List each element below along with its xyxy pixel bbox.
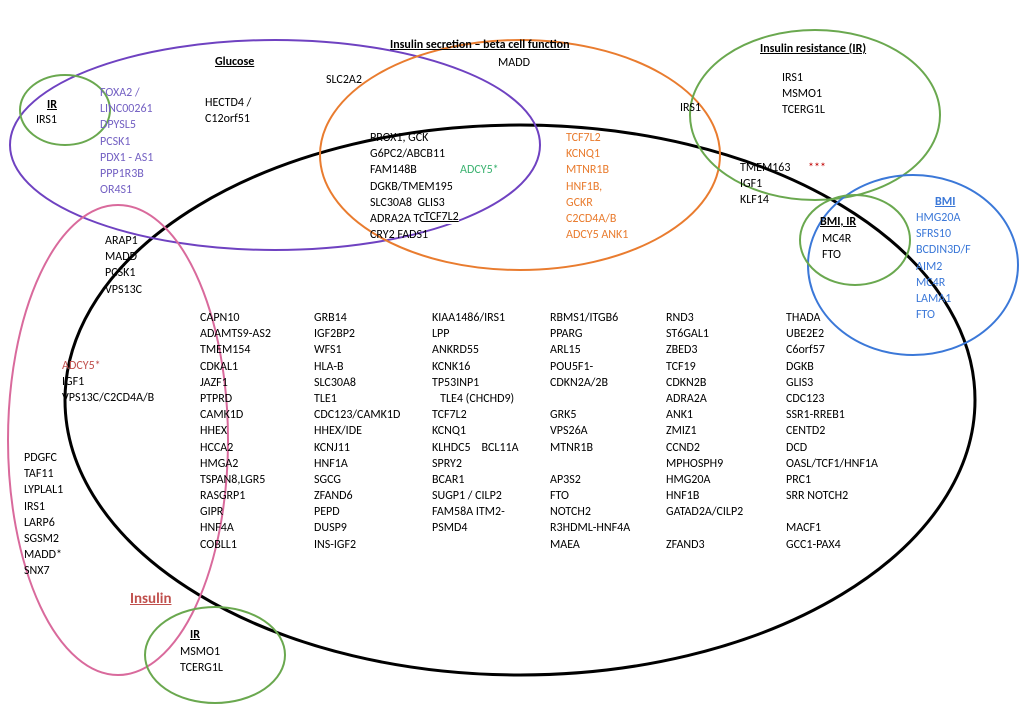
gene-block-grid-col1: CAPN10 ADAMTS9-AS2 TMEM154 CDKAL1 JAZF1 … <box>200 310 271 553</box>
title-glucose: Glucose <box>215 55 254 69</box>
gene-block-beta-inner-orange: TCF7L2 KCNQ1 MTNR1B HNF1B, GCKR C2CD4A/B… <box>566 130 628 243</box>
gene-block-ir-bl-genes: MSMO1 TCERG1L <box>180 644 223 676</box>
gene-block-left-adcy5-pink: ADCY5* <box>62 358 101 374</box>
underline-tcf7l2: TCF7L2 <box>424 210 459 224</box>
gene-block-grid-col3: KIAA1486/IRS1 LPP ANKRD55 KCNK16 TP53INP… <box>432 310 519 537</box>
gene-block-beta-adcy5-green: ADCY5* <box>460 162 499 178</box>
title-beta: Insulin secretion – beta cell function <box>390 38 570 52</box>
title-insulin: Insulin <box>130 590 172 608</box>
gene-block-left-igf-block: IGF1 VPS13C/C2CD4A/B <box>62 374 154 406</box>
gene-block-ir-top-irs1-left: IRS1 <box>680 100 701 116</box>
ellipse-ir-small-green-tl <box>20 75 110 145</box>
gene-block-grid-col4: RBMS1/ITGB6 PPARG ARL15 POU5F1- CDKN2A/2… <box>550 310 630 553</box>
gene-block-ir-tl-genes: IRS1 <box>36 112 57 128</box>
gene-block-ir-top-genes: IRS1 MSMO1 TCERG1L <box>782 70 825 119</box>
ellipse-bmi-ir-green <box>800 195 910 285</box>
gene-block-bmi-ir-genes: MC4R FTO <box>822 231 851 263</box>
ellipse-glucose-purple <box>10 40 540 250</box>
gene-block-left-insulin-col: PDGFC TAF11 LYPLAL1 IRS1 LARP6 SGSM2 MAD… <box>24 450 63 580</box>
gene-block-tmem-stars: *** <box>808 160 826 176</box>
gene-block-grid-col2: GRB14 IGF2BP2 WFS1 HLA-B SLC30A8 TLE1 CD… <box>314 310 400 553</box>
title-ir-top: Insulin resistance (IR) <box>760 42 866 56</box>
gene-block-left-arap-block: ARAP1 MADD PCSK1 VPS13C <box>105 233 142 298</box>
gene-block-glucose-black-left: HECTD4 / C12orf51 <box>205 95 251 127</box>
title-bmi: BMI <box>935 195 955 209</box>
gene-block-bmi-blue-genes: HMG20A SFRS10 BCDIN3D/F AIM2 MC4R LAMA1 … <box>916 210 971 323</box>
gene-block-glucose-slc2a2: SLC2A2 <box>326 72 362 88</box>
gene-block-beta-title-madd: MADD <box>498 55 530 71</box>
gene-block-glucose-purple-genes: FOXA2 / LINC00261 DPYSL5 PCSK1 PDX1 - AS… <box>100 85 153 198</box>
title-bmi-ir: BMI, IR <box>820 215 856 229</box>
title-ir-tl: IR <box>47 98 57 112</box>
title-ir-bl: IR <box>190 628 200 642</box>
gene-block-grid-col6: THADA UBE2E2 C6orf57 DGKB GLIS3 CDC123 S… <box>786 310 878 553</box>
gene-block-tmem-block: TMEM163 IGF1 KLF14 <box>740 160 790 209</box>
gene-block-beta-inner-black: PROX1, GCK G6PC2/ABCB11 FAM148B DGKB/TME… <box>370 130 453 243</box>
gene-block-grid-col5: RND3 ST6GAL1 ZBED3 TCF19 CDKN2B ADRA2A A… <box>666 310 743 553</box>
